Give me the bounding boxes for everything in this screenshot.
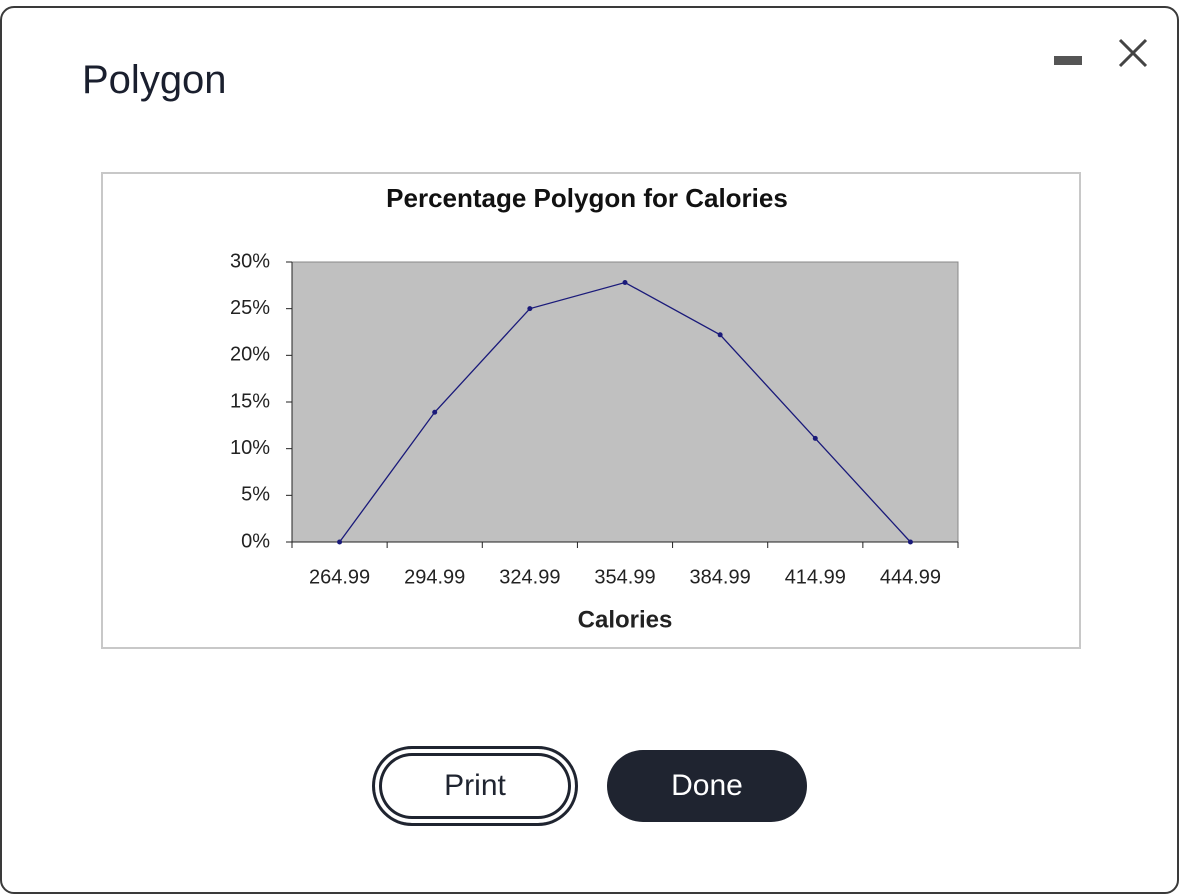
- chart-title: Percentage Polygon for Calories: [386, 183, 788, 213]
- x-tick-label: 444.99: [880, 566, 941, 588]
- y-tick-label: 10%: [230, 437, 270, 459]
- x-tick-label: 414.99: [785, 566, 846, 588]
- x-tick-label: 264.99: [309, 566, 370, 588]
- x-axis-title: Calories: [578, 606, 673, 633]
- y-tick-label: 30%: [230, 250, 270, 272]
- y-tick-label: 0%: [241, 530, 270, 552]
- data-point: [432, 409, 438, 415]
- print-button[interactable]: Print: [372, 746, 578, 826]
- x-tick-label: 294.99: [404, 566, 465, 588]
- y-tick-label: 15%: [230, 390, 270, 412]
- data-point: [622, 280, 628, 286]
- y-tick-label: 5%: [241, 484, 270, 506]
- minimize-button[interactable]: [1054, 56, 1082, 65]
- plot-area: [291, 261, 959, 543]
- x-tick-label: 384.99: [690, 566, 751, 588]
- data-point: [337, 539, 343, 545]
- x-tick-label: 354.99: [594, 566, 655, 588]
- y-tick-label: 20%: [230, 344, 270, 366]
- close-button[interactable]: [1118, 38, 1148, 68]
- data-point: [907, 539, 913, 545]
- x-tick-label: 324.99: [499, 566, 560, 588]
- done-button[interactable]: Done: [607, 750, 807, 822]
- data-point: [812, 435, 818, 441]
- dialog-title: Polygon: [82, 58, 227, 102]
- y-tick-label: 25%: [230, 297, 270, 319]
- data-point: [717, 332, 723, 338]
- data-point: [527, 306, 533, 312]
